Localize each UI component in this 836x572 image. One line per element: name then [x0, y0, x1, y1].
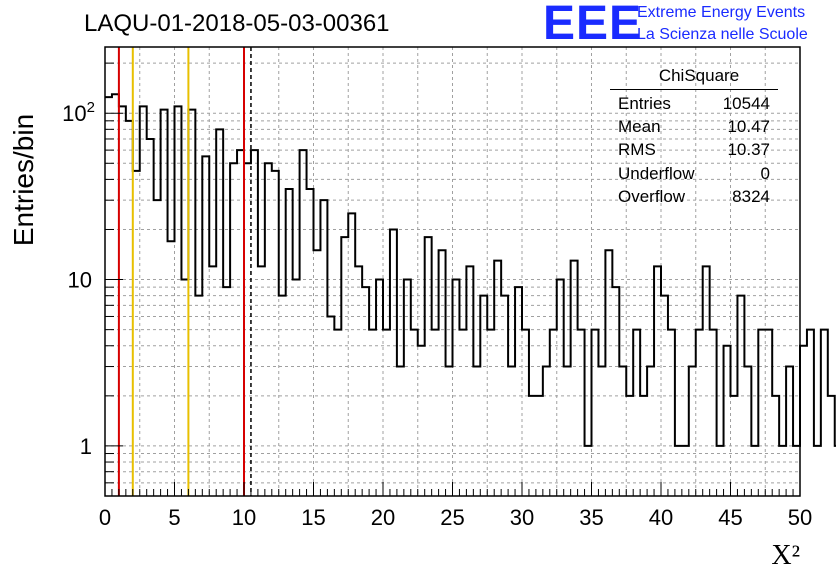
x-tick-label: 25	[440, 505, 464, 530]
stats-label: Overflow	[618, 186, 686, 206]
threshold-lines	[117, 47, 252, 496]
x-tick-label: 45	[718, 505, 742, 530]
eee-logo: EEE Extreme Energy Events La Scienza nel…	[543, 0, 833, 50]
x-tick-label: 10	[232, 505, 256, 530]
stats-label: Mean	[618, 117, 661, 137]
y-tick-label: 1	[80, 434, 92, 459]
stats-label: Underflow	[618, 163, 695, 183]
x-tick-label: 5	[168, 505, 180, 530]
x-axis-label: X²	[771, 540, 800, 571]
stats-label: RMS	[618, 140, 656, 160]
stats-value: 0	[760, 163, 770, 183]
stats-row: RMS 10.37	[610, 138, 780, 161]
stats-value: 8324	[732, 186, 770, 206]
stats-row: Underflow 0	[610, 162, 780, 185]
logo-line-2: La Scienza nelle Scuole	[637, 26, 808, 43]
logo-mark: EEE	[543, 0, 643, 50]
axes: 0 5 10 15 20 25 30 35 40 45 50 1 10 102	[62, 46, 812, 530]
y-tick-label: 10	[68, 268, 92, 293]
stats-box: ChiSquare Entries 10544 Mean 10.47 RMS 10.37 U…	[610, 64, 780, 208]
chart-title: LAQU-01-2018-05-03-00361	[84, 10, 390, 37]
stats-rule	[610, 89, 778, 90]
stats-row: Overflow 8324	[610, 185, 780, 208]
x-tick-label: 0	[99, 505, 111, 530]
x-tick-label: 20	[371, 505, 395, 530]
x-tick-label: 40	[649, 505, 673, 530]
stats-label: Entries	[618, 94, 671, 113]
logo-line-1: Extreme Energy Events	[637, 4, 806, 21]
x-tick-label: 35	[579, 505, 603, 530]
stats-rows: Entries 10544 Mean 10.47 RMS 10.37 Underflow 0 O…	[610, 88, 780, 208]
stats-value: 10.37	[727, 140, 770, 160]
x-tick-label: 30	[510, 505, 534, 530]
stats-value: 10.47	[727, 117, 770, 137]
x-tick-label: 15	[301, 505, 325, 530]
y-tick-label: 102	[62, 99, 95, 126]
histogram-series	[105, 93, 836, 447]
stats-title: ChiSquare	[658, 66, 740, 85]
stats-row: Mean 10.47	[610, 115, 780, 138]
histogram	[105, 93, 836, 447]
y-axis-label: Entries/bin	[8, 114, 39, 246]
x-tick-label: 50	[788, 505, 812, 530]
stats-value: 10544	[722, 94, 770, 113]
stats-row: Entries 10544	[610, 92, 780, 115]
